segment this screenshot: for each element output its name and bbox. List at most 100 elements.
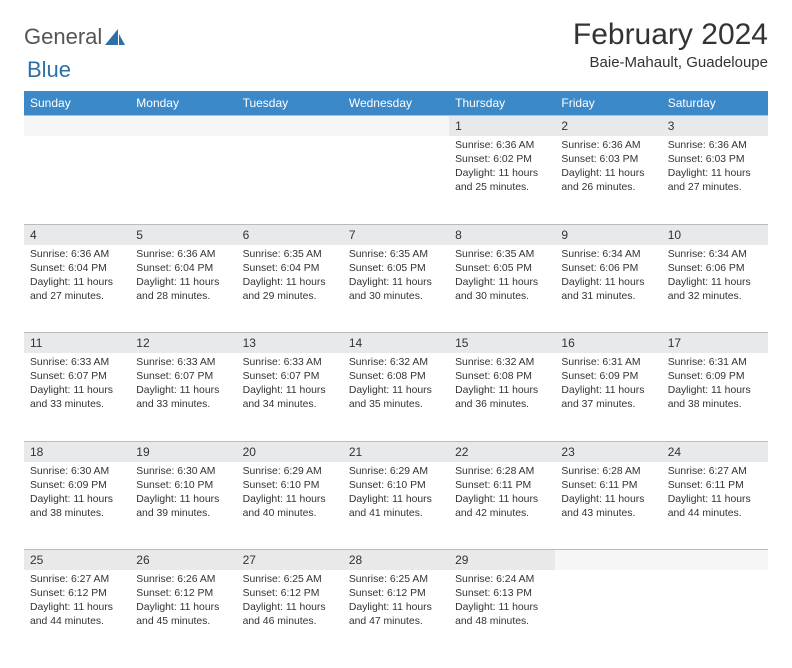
day-number: 8 [449,224,555,245]
sunrise-line: Sunrise: 6:24 AM [455,573,549,587]
daylight-line: Daylight: 11 hours and 48 minutes. [455,601,549,629]
sunset-line: Sunset: 6:04 PM [136,262,230,276]
sunset-line: Sunset: 6:11 PM [561,479,655,493]
sunset-line: Sunset: 6:12 PM [243,587,337,601]
day-cell: Sunrise: 6:29 AMSunset: 6:10 PMDaylight:… [343,462,449,550]
empty-day-cell [24,136,130,224]
sunset-line: Sunset: 6:04 PM [30,262,124,276]
logo-text-2: Blue [27,57,71,82]
day-number: 10 [662,224,768,245]
day-number: 11 [24,333,130,354]
sunset-line: Sunset: 6:03 PM [561,153,655,167]
sunset-line: Sunset: 6:06 PM [668,262,762,276]
day-number: 24 [662,441,768,462]
day-number: 26 [130,550,236,571]
day-cell: Sunrise: 6:35 AMSunset: 6:05 PMDaylight:… [449,245,555,333]
sunset-line: Sunset: 6:10 PM [349,479,443,493]
sunset-line: Sunset: 6:11 PM [668,479,762,493]
sunset-line: Sunset: 6:06 PM [561,262,655,276]
daylight-line: Daylight: 11 hours and 26 minutes. [561,167,655,195]
day-number-row: 2526272829 [24,550,768,571]
logo-text-1: General [24,24,102,50]
sunset-line: Sunset: 6:12 PM [349,587,443,601]
page-title: February 2024 [573,18,768,52]
day-cell: Sunrise: 6:33 AMSunset: 6:07 PMDaylight:… [130,353,236,441]
daylight-line: Daylight: 11 hours and 37 minutes. [561,384,655,412]
sunset-line: Sunset: 6:10 PM [243,479,337,493]
sunrise-line: Sunrise: 6:33 AM [243,356,337,370]
daylight-line: Daylight: 11 hours and 39 minutes. [136,493,230,521]
sunset-line: Sunset: 6:05 PM [349,262,443,276]
empty-day-number [555,550,661,571]
sunrise-line: Sunrise: 6:26 AM [136,573,230,587]
day-cell: Sunrise: 6:29 AMSunset: 6:10 PMDaylight:… [237,462,343,550]
day-info-row: Sunrise: 6:30 AMSunset: 6:09 PMDaylight:… [24,462,768,550]
empty-day-number [24,116,130,137]
daylight-line: Daylight: 11 hours and 28 minutes. [136,276,230,304]
daylight-line: Daylight: 11 hours and 30 minutes. [349,276,443,304]
sunset-line: Sunset: 6:12 PM [30,587,124,601]
daylight-line: Daylight: 11 hours and 42 minutes. [455,493,549,521]
calendar-table: SundayMondayTuesdayWednesdayThursdayFrid… [24,91,768,658]
day-cell: Sunrise: 6:30 AMSunset: 6:10 PMDaylight:… [130,462,236,550]
sunrise-line: Sunrise: 6:31 AM [561,356,655,370]
day-number: 19 [130,441,236,462]
day-number: 9 [555,224,661,245]
sunrise-line: Sunrise: 6:29 AM [349,465,443,479]
weekday-header: Tuesday [237,91,343,116]
weekday-header: Saturday [662,91,768,116]
sunrise-line: Sunrise: 6:34 AM [668,248,762,262]
day-cell: Sunrise: 6:33 AMSunset: 6:07 PMDaylight:… [24,353,130,441]
sunrise-line: Sunrise: 6:35 AM [349,248,443,262]
sunset-line: Sunset: 6:13 PM [455,587,549,601]
day-number: 28 [343,550,449,571]
sunrise-line: Sunrise: 6:25 AM [243,573,337,587]
day-cell: Sunrise: 6:34 AMSunset: 6:06 PMDaylight:… [555,245,661,333]
weekday-header: Wednesday [343,91,449,116]
sunrise-line: Sunrise: 6:36 AM [30,248,124,262]
weekday-header-row: SundayMondayTuesdayWednesdayThursdayFrid… [24,91,768,116]
day-cell: Sunrise: 6:36 AMSunset: 6:04 PMDaylight:… [130,245,236,333]
sunrise-line: Sunrise: 6:32 AM [349,356,443,370]
daylight-line: Daylight: 11 hours and 27 minutes. [30,276,124,304]
day-number: 22 [449,441,555,462]
day-cell: Sunrise: 6:30 AMSunset: 6:09 PMDaylight:… [24,462,130,550]
empty-day-number [130,116,236,137]
sunrise-line: Sunrise: 6:36 AM [561,139,655,153]
sunrise-line: Sunrise: 6:33 AM [136,356,230,370]
daylight-line: Daylight: 11 hours and 35 minutes. [349,384,443,412]
sunrise-line: Sunrise: 6:25 AM [349,573,443,587]
day-cell: Sunrise: 6:36 AMSunset: 6:03 PMDaylight:… [662,136,768,224]
day-cell: Sunrise: 6:32 AMSunset: 6:08 PMDaylight:… [343,353,449,441]
sunrise-line: Sunrise: 6:31 AM [668,356,762,370]
daylight-line: Daylight: 11 hours and 30 minutes. [455,276,549,304]
sunset-line: Sunset: 6:09 PM [561,370,655,384]
logo: General [24,18,126,50]
day-cell: Sunrise: 6:35 AMSunset: 6:04 PMDaylight:… [237,245,343,333]
sunset-line: Sunset: 6:02 PM [455,153,549,167]
empty-day-cell [237,136,343,224]
day-cell: Sunrise: 6:31 AMSunset: 6:09 PMDaylight:… [555,353,661,441]
sunset-line: Sunset: 6:05 PM [455,262,549,276]
sunrise-line: Sunrise: 6:28 AM [561,465,655,479]
day-number: 17 [662,333,768,354]
daylight-line: Daylight: 11 hours and 36 minutes. [455,384,549,412]
sunrise-line: Sunrise: 6:36 AM [455,139,549,153]
empty-day-cell [662,570,768,658]
sunset-line: Sunset: 6:10 PM [136,479,230,493]
day-cell: Sunrise: 6:27 AMSunset: 6:11 PMDaylight:… [662,462,768,550]
daylight-line: Daylight: 11 hours and 44 minutes. [30,601,124,629]
day-number: 7 [343,224,449,245]
empty-day-cell [343,136,449,224]
day-number: 27 [237,550,343,571]
daylight-line: Daylight: 11 hours and 45 minutes. [136,601,230,629]
sunrise-line: Sunrise: 6:27 AM [30,573,124,587]
sunrise-line: Sunrise: 6:33 AM [30,356,124,370]
day-cell: Sunrise: 6:32 AMSunset: 6:08 PMDaylight:… [449,353,555,441]
sunrise-line: Sunrise: 6:35 AM [455,248,549,262]
weekday-header: Monday [130,91,236,116]
sunrise-line: Sunrise: 6:36 AM [136,248,230,262]
day-cell: Sunrise: 6:36 AMSunset: 6:02 PMDaylight:… [449,136,555,224]
day-number-row: 45678910 [24,224,768,245]
day-cell: Sunrise: 6:28 AMSunset: 6:11 PMDaylight:… [449,462,555,550]
